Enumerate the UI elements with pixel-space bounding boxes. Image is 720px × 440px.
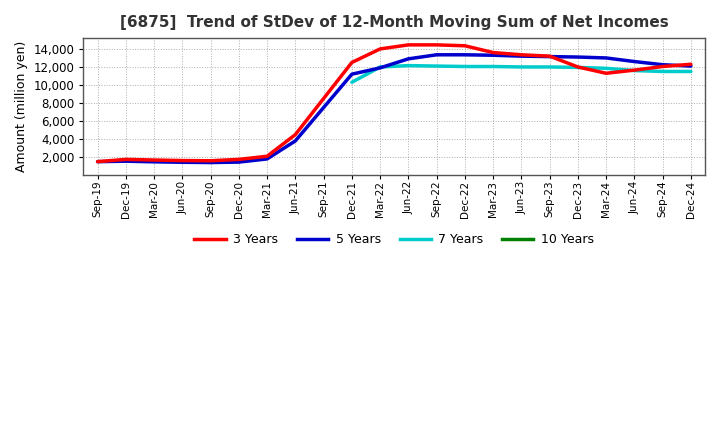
Y-axis label: Amount (million yen): Amount (million yen) xyxy=(15,41,28,172)
Title: [6875]  Trend of StDev of 12-Month Moving Sum of Net Incomes: [6875] Trend of StDev of 12-Month Moving… xyxy=(120,15,669,30)
Legend: 3 Years, 5 Years, 7 Years, 10 Years: 3 Years, 5 Years, 7 Years, 10 Years xyxy=(189,228,599,251)
